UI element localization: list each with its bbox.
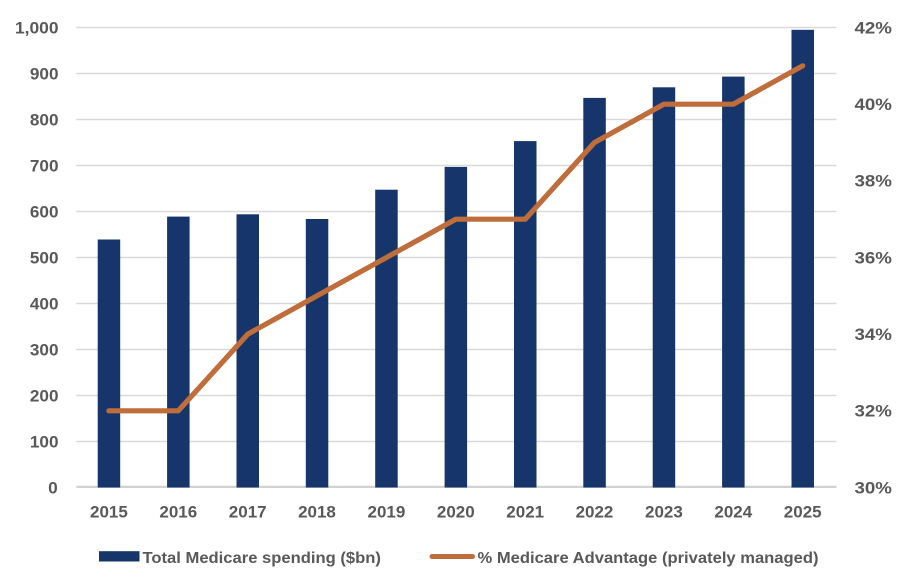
svg-text:40%: 40% [855, 95, 892, 114]
svg-text:800: 800 [30, 110, 59, 129]
svg-text:2024: 2024 [714, 503, 752, 522]
svg-text:400: 400 [30, 294, 59, 313]
svg-text:2019: 2019 [368, 503, 406, 522]
svg-text:30%: 30% [855, 478, 892, 497]
svg-text:100: 100 [30, 432, 59, 451]
svg-text:2018: 2018 [298, 503, 336, 522]
svg-text:34%: 34% [855, 325, 892, 344]
svg-text:200: 200 [30, 386, 59, 405]
svg-text:2021: 2021 [506, 503, 544, 522]
svg-text:36%: 36% [855, 248, 892, 267]
svg-text:2025: 2025 [784, 503, 822, 522]
svg-text:2017: 2017 [229, 503, 267, 522]
svg-text:2015: 2015 [90, 503, 128, 522]
svg-text:700: 700 [30, 156, 59, 175]
svg-text:2023: 2023 [645, 503, 683, 522]
svg-text:2020: 2020 [437, 503, 475, 522]
svg-text:% Medicare Advantage (privatel: % Medicare Advantage (privately managed) [478, 550, 819, 567]
svg-text:300: 300 [30, 340, 59, 359]
svg-text:32%: 32% [855, 402, 892, 421]
svg-text:2022: 2022 [576, 503, 614, 522]
svg-text:38%: 38% [855, 172, 892, 191]
svg-text:0: 0 [48, 478, 58, 497]
svg-text:500: 500 [30, 248, 59, 267]
svg-text:2016: 2016 [159, 503, 197, 522]
svg-text:Total Medicare spending ($bn): Total Medicare spending ($bn) [143, 550, 381, 567]
svg-text:1,000: 1,000 [15, 18, 59, 37]
svg-text:42%: 42% [855, 18, 892, 37]
svg-text:600: 600 [30, 202, 59, 221]
svg-text:900: 900 [30, 64, 59, 83]
